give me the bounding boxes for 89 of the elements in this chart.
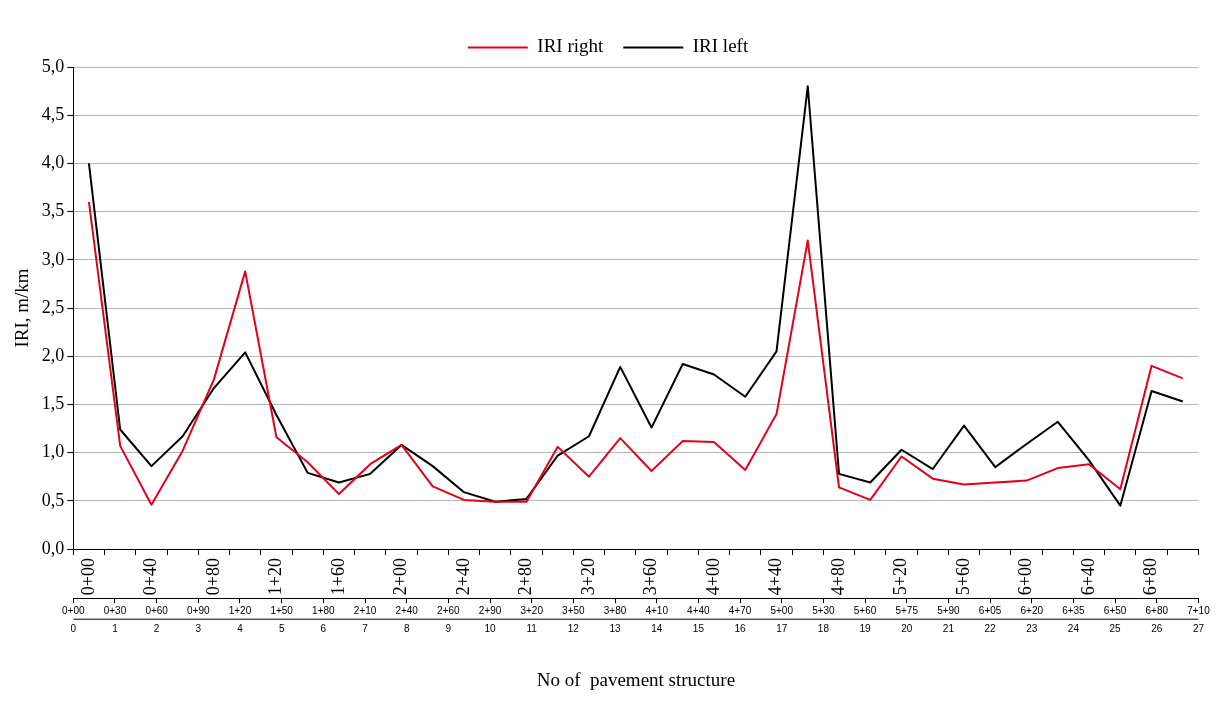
x-tick-label: 6+00	[1015, 558, 1036, 596]
x2-tick-label: 12	[567, 622, 580, 634]
x2-tick-label: 25	[1109, 622, 1122, 634]
x2-tick-label: 19	[859, 622, 872, 634]
text: 0+00	[62, 604, 85, 616]
x2-tick-label: 8	[403, 622, 410, 634]
text: 4+10	[645, 604, 669, 616]
x-tick-label: 6+80	[1140, 558, 1161, 596]
y-tick-label: 3,0	[41, 248, 65, 269]
x2-tick-label: 9	[445, 622, 452, 634]
x-tick-label: 0+80	[202, 558, 223, 596]
x-tick-label: 4+40	[765, 558, 786, 596]
x-tick-label: 5+60	[952, 558, 973, 596]
y-tick-label: 4,5	[41, 103, 65, 124]
text: 5+30	[812, 604, 836, 616]
x2-tick-label: 5	[278, 622, 285, 634]
x2-tick-label: 23	[1026, 622, 1038, 634]
x2-tick-label: 27	[1192, 622, 1205, 634]
y-tick-label: 3,5	[41, 200, 65, 221]
text: 6+35	[1062, 604, 1086, 616]
y-tick-label: 0,5	[41, 489, 65, 510]
text: 5+60	[853, 604, 877, 616]
x2-tick-label: 7	[362, 622, 369, 634]
x-tick-label: 4+00	[702, 558, 723, 596]
y-tick-label: 2,0	[41, 344, 65, 365]
x2-tick-label: 22	[984, 622, 997, 634]
x2-tick-label: 11	[526, 622, 538, 634]
y-tick-label: 1,5	[41, 393, 65, 414]
y-tick-label: 4,0	[41, 152, 65, 173]
x2-tick-label: 21	[942, 622, 955, 634]
text: 6+50	[1103, 604, 1127, 616]
x2-tick-label: 4	[237, 622, 244, 634]
x2-tick-label: 24	[1067, 622, 1080, 634]
text: 4+40	[687, 604, 711, 616]
y-axis-title: IRI, m/km	[11, 268, 33, 348]
text: 2+60	[437, 604, 461, 616]
x2-tick-label: 6	[320, 622, 327, 634]
text: 6+05	[978, 604, 1002, 616]
x-tick-label: 2+00	[390, 558, 411, 596]
x-tick-label: 6+40	[1077, 558, 1098, 596]
y-tick-label: 5,0	[41, 55, 65, 76]
text: 3+80	[603, 604, 627, 616]
x2-tick-label: 17	[776, 622, 788, 634]
text: 2+40	[395, 604, 419, 616]
x2-tick-label: 16	[734, 622, 747, 634]
text: 0+30	[103, 604, 127, 616]
x-tick-label: 2+80	[515, 558, 536, 596]
text: 1+50	[270, 604, 294, 616]
legend-label: IRI left	[692, 35, 749, 57]
x-tick-label: 1+20	[265, 558, 286, 596]
x2-tick-label: 14	[651, 622, 663, 634]
x2-tick-label: 1	[112, 622, 119, 634]
x-tick-label: 0+00	[77, 558, 98, 596]
text: 1+20	[228, 604, 252, 616]
x-tick-label: 0+40	[140, 558, 161, 596]
text: 0+60	[145, 604, 169, 616]
x-tick-label: 5+20	[890, 558, 911, 596]
legend-label: IRI right	[537, 35, 604, 57]
text: 3+20	[520, 604, 544, 616]
text: 5+75	[895, 604, 919, 616]
x2-tick-label: 18	[817, 622, 830, 634]
x-tick-label: 3+60	[640, 558, 661, 596]
x2-tick-label: 20	[901, 622, 913, 634]
x-tick-label: 1+60	[327, 558, 348, 596]
y-tick-label: 0,0	[41, 537, 65, 558]
x2-tick-label: 13	[609, 622, 622, 634]
x-axis-title: No of pavement structure	[536, 668, 736, 690]
x2-tick-label: 2	[153, 622, 160, 634]
text: 4+70	[728, 604, 752, 616]
text: 6+80	[1145, 604, 1169, 616]
x-tick-label: 4+80	[827, 558, 848, 596]
text: 5+00	[770, 604, 794, 616]
x2-tick-label: 15	[692, 622, 705, 634]
x2-tick-label: 3	[195, 622, 202, 634]
text: 6+20	[1020, 604, 1044, 616]
text: 3+50	[562, 604, 586, 616]
x-tick-label: 3+20	[577, 558, 598, 596]
text: 2+90	[478, 604, 502, 616]
x-tick-label: 2+40	[452, 558, 473, 596]
text: 2+10	[353, 604, 377, 616]
y-tick-label: 2,5	[41, 296, 65, 317]
text: 5+90	[937, 604, 961, 616]
text: 7+10	[1187, 604, 1211, 616]
y-tick-label: 1,0	[41, 441, 65, 462]
x2-tick-label: 10	[484, 622, 497, 634]
text: 1+80	[312, 604, 336, 616]
text: 0+90	[187, 604, 211, 616]
x2-tick-label: 26	[1151, 622, 1163, 634]
x2-tick-label: 0	[70, 622, 77, 634]
